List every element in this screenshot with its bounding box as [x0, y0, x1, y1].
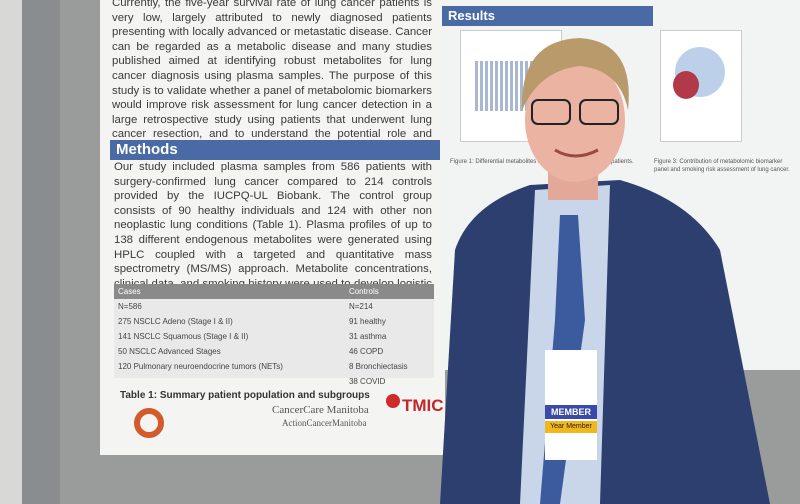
logo-text: CancerCare Manitoba [272, 404, 369, 416]
results-header: Results [442, 6, 653, 26]
table-header: Controls [348, 287, 379, 296]
case: 50 NSCLC Advanced Stages [118, 347, 221, 356]
control: 46 COPD [348, 347, 384, 356]
glasses [579, 99, 619, 125]
smile [554, 148, 599, 158]
case: 141 NSCLC Squamous (Stage I & II) [118, 332, 249, 341]
table: Cases Controls N=586 N=214 275 NSCLC Aden… [114, 284, 434, 386]
glasses [531, 99, 571, 125]
badge-member: MEMBER [545, 405, 597, 419]
tmic-icon [386, 394, 400, 408]
methods-header: Methods [110, 140, 440, 160]
logo-text: ActionCancerManitoba [282, 418, 367, 428]
control: 8 Bronchiectasis [348, 362, 408, 371]
poster: Currently, the five-year survival rate o… [100, 0, 445, 455]
scatter-cloud [673, 71, 699, 99]
logo-text: TMIC [402, 396, 444, 415]
table-header: Cases [118, 287, 141, 296]
institute-logo [134, 408, 164, 438]
case: 275 NSCLC Adeno (Stage I & II) [118, 317, 233, 326]
figure [660, 30, 742, 142]
badge-year: Year Member [545, 421, 597, 433]
control: 31 asthma [348, 332, 387, 341]
table-caption: Table 1: Summary patient population and … [120, 390, 370, 401]
face [525, 58, 625, 182]
hair [521, 38, 629, 110]
control: 38 COVID [348, 377, 386, 386]
case: N=586 [118, 302, 142, 311]
figure-caption: Figure 3: Contribution of metabolomic bi… [654, 159, 790, 173]
wall [0, 0, 22, 504]
case: 120 Pulmonary neuroendocrine tumors (NET… [118, 362, 283, 371]
control: N=214 [348, 302, 373, 311]
control: 91 healthy [348, 317, 386, 326]
